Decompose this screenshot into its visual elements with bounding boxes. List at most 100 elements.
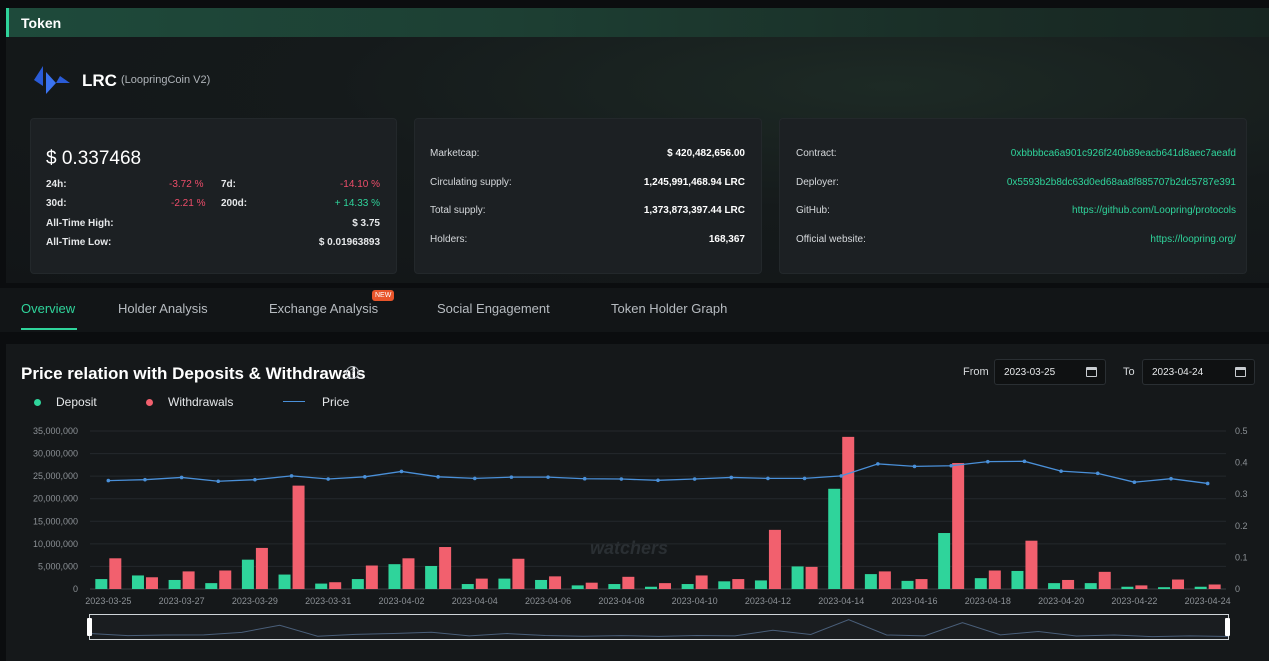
price-point [216, 479, 221, 484]
x-tick-label: 2023-03-25 [85, 596, 131, 606]
y-right-tick-label: 0.4 [1235, 458, 1248, 468]
calendar-icon [1086, 367, 1097, 377]
withdrawals-bar [695, 575, 708, 589]
x-tick-label: 2023-04-20 [1038, 596, 1084, 606]
deployer-link[interactable]: 0x5593b2b8dc63d0ed68aa8f885707b2dc5787e3… [1006, 177, 1236, 188]
deposit-bar [95, 579, 108, 589]
price-point [582, 476, 587, 481]
price-point [179, 475, 184, 480]
total-supply-label: Total supply: [430, 205, 486, 216]
slider-preview [89, 619, 1229, 638]
deposit-bar [1084, 583, 1097, 589]
price-point [399, 469, 404, 474]
price-point [876, 462, 880, 466]
x-tick-label: 2023-03-27 [159, 596, 205, 606]
price-point [656, 478, 660, 483]
y-right-tick-label: 0.3 [1235, 489, 1248, 499]
info-card: Contract: 0xbbbbca6a901c926f240b89eacb64… [779, 118, 1247, 274]
deposit-bar [864, 574, 877, 589]
price-point [509, 475, 514, 479]
marketcap-label: Marketcap: [430, 148, 480, 159]
github-link[interactable]: https://github.com/Loopring/protocols [1072, 205, 1236, 216]
contract-link[interactable]: 0xbbbbca6a901c926f240b89eacb641d8aec7aea… [1010, 148, 1236, 159]
tab-holder-analysis[interactable]: Holder Analysis [118, 301, 208, 316]
deposit-bar [681, 584, 694, 589]
legend-price[interactable]: Price [322, 395, 350, 409]
tab-social-engagement[interactable]: Social Engagement [437, 301, 550, 316]
deposit-bar [974, 578, 987, 589]
website-link[interactable]: https://loopring.org/ [1150, 234, 1236, 245]
withdrawals-bar [988, 570, 1001, 589]
change-30d-label: 30d: [46, 198, 67, 209]
x-tick-label: 2023-03-29 [232, 596, 278, 606]
zoom-slider[interactable] [89, 614, 1229, 640]
price-point [1169, 476, 1173, 481]
deposit-bar [645, 586, 657, 589]
withdrawals-bar [915, 579, 928, 589]
price-point [106, 478, 111, 483]
question-circle-icon[interactable]: ? [346, 366, 359, 379]
withdrawals-bar [659, 583, 671, 589]
price-point [912, 464, 917, 469]
withdrawals-bar [475, 578, 488, 589]
top-strip [0, 0, 1269, 8]
tab-exchange-analysis[interactable]: Exchange Analysis [269, 301, 379, 316]
deposit-bar [1121, 586, 1134, 589]
marketcap-value: $ 420,482,656.00 [667, 148, 745, 159]
deposit-bar [828, 488, 841, 589]
ath-label: All-Time High: [46, 218, 114, 229]
tab-token-holder-graph[interactable]: Token Holder Graph [611, 301, 728, 316]
deposit-bar [388, 564, 401, 589]
contract-label: Contract: [796, 148, 837, 159]
atl-value: $ 0.01963893 [318, 237, 380, 248]
deposit-bar [425, 565, 438, 589]
withdrawals-bar [952, 463, 965, 589]
tab-overview[interactable]: Overview [21, 301, 76, 316]
to-label: To [1123, 366, 1135, 378]
from-date-input[interactable]: 2023-03-25 [994, 359, 1106, 385]
withdrawals-bar [878, 571, 891, 589]
price-point [289, 474, 294, 478]
to-date-input[interactable]: 2023-04-24 [1142, 359, 1255, 385]
withdrawals-bar [1062, 579, 1075, 589]
active-tab-indicator [21, 328, 77, 330]
slider-handle-left[interactable] [87, 618, 92, 636]
y-right-tick-label: 0.1 [1235, 552, 1248, 562]
withdrawals-bar [622, 576, 635, 589]
withdrawals-bar [1172, 579, 1185, 589]
legend-withdrawals[interactable]: Withdrawals [168, 395, 234, 409]
x-tick-label: 2023-04-06 [525, 596, 571, 606]
deposit-bar [315, 583, 328, 589]
y-right-tick-label: 0.2 [1235, 521, 1248, 531]
deposit-bar [461, 584, 474, 589]
y-left-tick-label: 5,000,000 [38, 561, 78, 571]
price-point [253, 477, 257, 482]
price-point [986, 459, 990, 464]
section-title: Price relation with Deposits & Withdrawa… [21, 364, 366, 383]
y-left-tick-label: 0 [73, 584, 78, 594]
deposit-legend-dot [34, 399, 41, 406]
x-tick-label: 2023-04-04 [452, 596, 498, 606]
tab-bar: Overview Holder Analysis Exchange Analys… [0, 288, 1269, 332]
new-badge: NEW [372, 290, 395, 301]
deposit-bar [278, 574, 291, 589]
change-30d-value: -2.21 % [171, 198, 206, 209]
x-tick-label: 2023-04-16 [891, 596, 937, 606]
price-point [1059, 469, 1063, 473]
calendar-icon [1235, 367, 1246, 377]
y-left-tick-label: 35,000,000 [33, 426, 78, 436]
legend-deposit[interactable]: Deposit [56, 395, 97, 409]
x-tick-label: 2023-04-08 [598, 596, 644, 606]
withdrawals-bar [182, 571, 195, 589]
slider-handle-right[interactable] [1225, 618, 1230, 636]
deposit-bar [901, 580, 914, 589]
withdrawals-bar [1025, 540, 1038, 589]
withdrawals-bar [402, 558, 415, 589]
price-point [1205, 481, 1210, 486]
price-card: $ 0.337468 24h: -3.72 % 7d: -14.10 % 30d… [30, 118, 397, 274]
x-tick-label: 2023-04-24 [1185, 596, 1231, 606]
from-label: From [963, 366, 989, 378]
withdrawals-bar [1098, 571, 1111, 589]
withdrawals-bar [585, 582, 598, 589]
withdrawals-bar [512, 558, 525, 589]
